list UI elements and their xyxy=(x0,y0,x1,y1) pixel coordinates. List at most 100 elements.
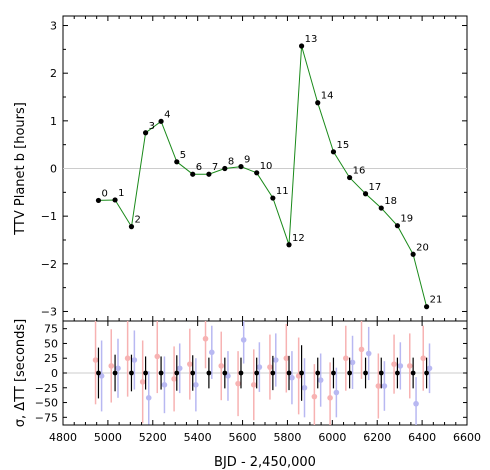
ttv-y-tick-label: 1 xyxy=(50,115,57,128)
residual-error-blue-point xyxy=(333,389,340,396)
residual-error-pink-point xyxy=(92,357,99,363)
ttv-y-tick-label: −3 xyxy=(41,305,57,318)
residual-error-pink-point xyxy=(124,355,131,362)
residual-error-blue-point xyxy=(413,400,419,407)
ttv-y-tick-label: 2 xyxy=(50,67,57,80)
residual-error-pink-point xyxy=(235,380,241,387)
residual-error-pink-point xyxy=(391,361,397,367)
residual-error-point xyxy=(174,370,180,376)
residual-error-point xyxy=(206,370,212,376)
ttv-epoch-label: 8 xyxy=(228,157,234,168)
residual-error-pink-point xyxy=(202,335,209,342)
residual-error-point xyxy=(410,370,416,376)
residual-error-blue-point xyxy=(131,357,138,363)
ttv-epoch-label: 11 xyxy=(276,186,289,197)
residual-error-point xyxy=(286,370,292,376)
ttv-epoch-label: 10 xyxy=(260,161,273,172)
residual-error-blue-point xyxy=(301,384,308,391)
x-tick-label: 5600 xyxy=(229,431,257,444)
residual-error-pink-point xyxy=(420,355,427,362)
ttv-point xyxy=(222,165,228,172)
residual-y-tick-label: 25 xyxy=(44,352,58,365)
ttv-epoch-label: 20 xyxy=(416,242,429,253)
ttv-point xyxy=(378,205,384,211)
residual-error-pink-point xyxy=(375,383,382,389)
residual-error-point xyxy=(315,370,321,376)
x-tick-label: 5800 xyxy=(273,431,301,444)
ttv-point xyxy=(238,163,244,170)
residual-error-pink-point xyxy=(108,363,115,369)
residual-y-tick-label: −25 xyxy=(35,382,58,395)
ttv-point xyxy=(394,223,401,229)
ttv-point xyxy=(112,197,118,203)
ttv-y-tick-label: −2 xyxy=(41,258,57,271)
x-tick-label: 6200 xyxy=(363,431,391,444)
ttv-epoch-label: 12 xyxy=(292,233,305,244)
residual-error-point xyxy=(347,370,353,376)
residual-error-point xyxy=(363,370,368,376)
ttv-epoch-label: 4 xyxy=(164,109,170,120)
residual-error-point xyxy=(331,370,336,376)
residual-error-pink-point xyxy=(250,382,257,388)
residual-error-point xyxy=(395,370,400,376)
residual-error-point xyxy=(112,370,118,376)
residual-y-axis-label: σ, ΔTT [seconds] xyxy=(13,319,28,427)
residual-error-blue-point xyxy=(193,382,199,388)
residual-error-pink-point xyxy=(267,364,273,370)
residual-error-point xyxy=(238,370,244,376)
ttv-point xyxy=(362,191,369,197)
ttv-y-tick-label: 3 xyxy=(50,20,57,33)
ttv-point xyxy=(298,43,305,49)
residual-error-blue-point xyxy=(115,365,121,372)
ttv-epoch-label: 1 xyxy=(118,188,124,199)
residual-series xyxy=(92,321,433,425)
residual-x-axis: 4800 5000 5200 5400 5600 5800 6000 6200 6400 6600 xyxy=(49,16,481,444)
x-tick-label: 5200 xyxy=(139,431,167,444)
ttv-y-axis-label: TTV Planet b [hours] xyxy=(13,102,28,236)
residual-y-tick-label: −50 xyxy=(35,397,58,410)
ttv-point xyxy=(315,100,321,106)
ttv-point xyxy=(142,130,149,136)
residual-error-blue-point xyxy=(240,337,247,343)
residual-error-pink-point xyxy=(171,376,177,382)
residual-error-blue-point xyxy=(349,359,356,366)
residual-error-pink-point xyxy=(283,355,290,362)
ttv-point xyxy=(190,171,196,177)
residual-error-blue-point xyxy=(381,383,388,389)
residual-error-point xyxy=(424,370,429,376)
ttv-epoch-label: 14 xyxy=(321,91,334,102)
ttv-epoch-label: 16 xyxy=(353,166,366,177)
ttv-point xyxy=(286,242,292,248)
residual-y-tick-label: 0 xyxy=(51,367,58,380)
ttv-y-tick-label: −1 xyxy=(41,210,57,223)
residual-error-blue-point xyxy=(397,363,404,369)
ttv-epoch-label: 2 xyxy=(134,215,140,226)
ttv-point xyxy=(128,224,135,230)
x-tick-label: 4800 xyxy=(49,431,77,444)
residual-error-pink-point xyxy=(311,393,318,400)
ttv-epoch-label: 13 xyxy=(305,34,318,45)
ttv-point xyxy=(158,118,164,124)
residual-error-blue-point xyxy=(209,349,215,356)
residual-error-pink-point xyxy=(139,379,146,385)
residual-y-tick-label: 50 xyxy=(44,337,58,350)
residual-error-blue-point xyxy=(272,357,279,363)
ttv-point xyxy=(330,149,337,155)
residual-error-point xyxy=(299,370,304,376)
residual-error-point xyxy=(270,370,276,376)
residual-error-blue-point xyxy=(161,382,168,388)
ttv-epoch-label: 3 xyxy=(149,121,155,132)
residual-error-pink-point xyxy=(327,395,333,401)
x-tick-label: 6400 xyxy=(408,431,436,444)
ttv-epoch-label: 6 xyxy=(196,162,202,173)
residual-y-tick-label: 75 xyxy=(44,323,58,336)
ttv-point xyxy=(206,171,212,177)
ttv-y-tick-label: 0 xyxy=(50,163,57,176)
ttv-epoch-label: 21 xyxy=(430,295,443,306)
ttv-point xyxy=(410,251,416,257)
residual-error-point xyxy=(378,370,384,376)
ttv-point xyxy=(95,197,102,204)
